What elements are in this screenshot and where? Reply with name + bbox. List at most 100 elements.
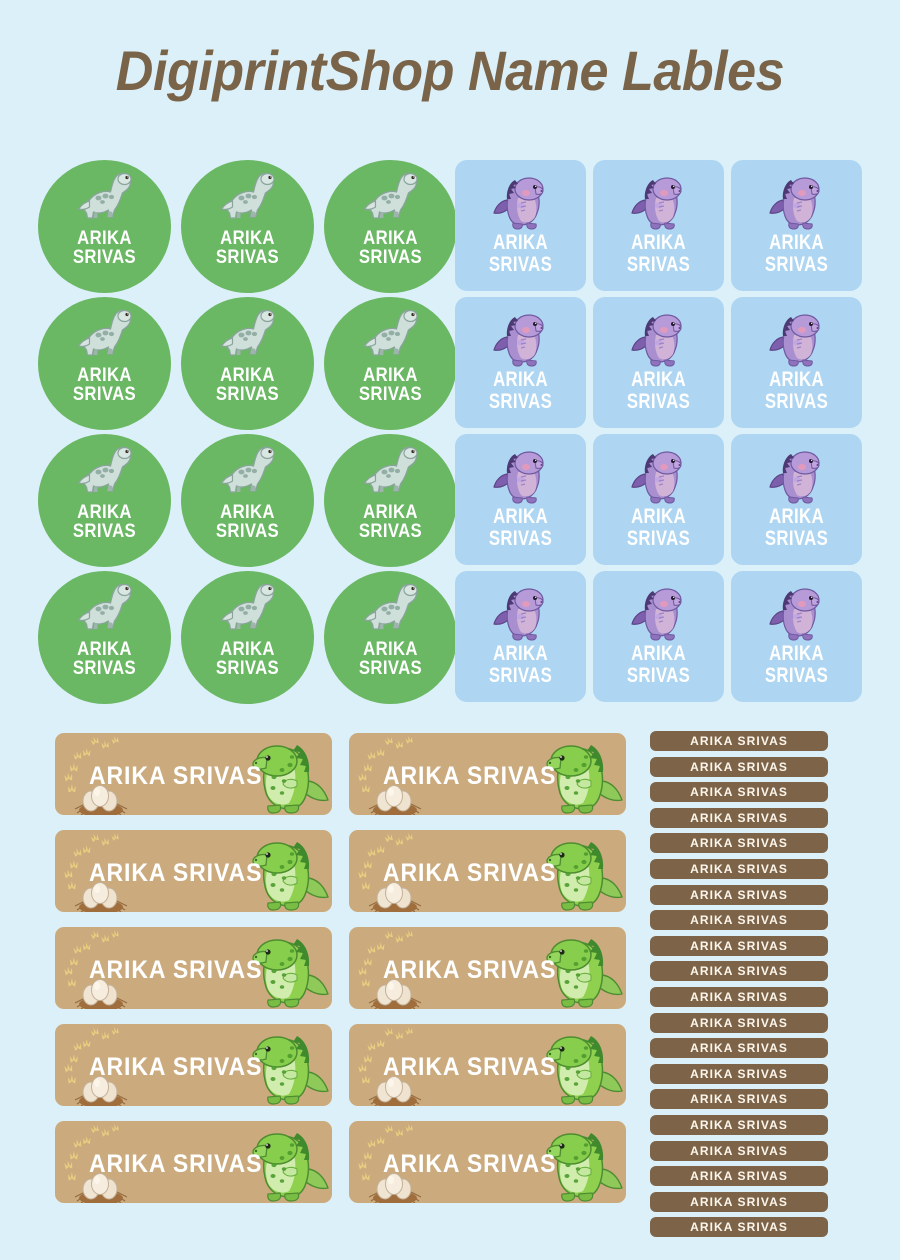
purple-trex-icon [492,305,549,369]
round-name-sticker[interactable]: ARIKA SRIVAS [38,160,171,293]
strip-name-label[interactable]: ARIKA SRIVAS [650,756,828,777]
brontosaurus-icon [219,443,281,501]
strip-name-label[interactable]: ARIKA SRIVAS [650,1063,828,1084]
strip-name-label[interactable]: ARIKA SRIVAS [650,1217,828,1238]
strip-name-text: ARIKA SRIVAS [690,1066,788,1081]
rectangle-name-label[interactable]: ARIKA SRIVAS [55,927,332,1009]
egg-nest-icon [367,973,423,1009]
round-name-sticker[interactable]: ARIKA SRIVAS [38,434,171,567]
green-trex-icon [538,737,624,815]
sticker-first-name: ARIKA [493,505,548,528]
strip-name-label[interactable]: ARIKA SRIVAS [650,961,828,982]
sticker-name-text: ARIKA SRIVAS [189,503,306,541]
square-name-sticker[interactable]: ARIKA SRIVAS [455,571,586,702]
rectangle-name-label[interactable]: ARIKA SRIVAS [55,830,332,912]
rectangle-name-label[interactable]: ARIKA SRIVAS [349,830,626,912]
round-name-sticker[interactable]: ARIKA SRIVAS [181,434,314,567]
strip-name-label[interactable]: ARIKA SRIVAS [650,858,828,879]
square-name-sticker[interactable]: ARIKA SRIVAS [731,434,862,565]
strip-name-label[interactable]: ARIKA SRIVAS [650,807,828,828]
square-name-sticker[interactable]: ARIKA SRIVAS [731,160,862,291]
sticker-first-name: ARIKA [363,228,418,249]
sticker-last-name: SRIVAS [626,253,691,276]
strip-name-text: ARIKA SRIVAS [690,836,788,851]
strip-name-label[interactable]: ARIKA SRIVAS [650,1089,828,1110]
round-name-sticker[interactable]: ARIKA SRIVAS [324,297,457,430]
green-trex-icon [538,1125,624,1203]
label-name-text: ARIKA SRIVAS [383,1053,557,1081]
sticker-name-text: ARIKA SRIVAS [332,503,449,541]
sticker-first-name: ARIKA [769,642,824,665]
square-name-sticker[interactable]: ARIKA SRIVAS [455,160,586,291]
strip-name-text: ARIKA SRIVAS [690,1015,788,1030]
strip-name-label[interactable]: ARIKA SRIVAS [650,1114,828,1135]
strip-name-label[interactable]: ARIKA SRIVAS [650,884,828,905]
label-name-text: ARIKA SRIVAS [383,1150,557,1178]
sticker-name-text: ARIKA SRIVAS [46,366,163,404]
square-name-sticker[interactable]: ARIKA SRIVAS [593,571,724,702]
sticker-first-name: ARIKA [769,505,824,528]
label-name-text: ARIKA SRIVAS [89,1053,263,1081]
purple-trex-icon [768,579,825,643]
round-name-sticker[interactable]: ARIKA SRIVAS [324,571,457,704]
sticker-name-text: ARIKA SRIVAS [606,232,711,276]
dino-footprints-icon [355,929,421,991]
round-name-sticker[interactable]: ARIKA SRIVAS [38,297,171,430]
sticker-first-name: ARIKA [493,368,548,391]
sticker-first-name: ARIKA [493,642,548,665]
rectangle-name-label[interactable]: ARIKA SRIVAS [349,733,626,815]
sticker-last-name: SRIVAS [72,247,137,268]
strip-name-label[interactable]: ARIKA SRIVAS [650,1166,828,1187]
strip-name-text: ARIKA SRIVAS [690,964,788,979]
rectangle-name-label[interactable]: ARIKA SRIVAS [55,733,332,815]
square-name-sticker[interactable]: ARIKA SRIVAS [593,434,724,565]
square-name-sticker[interactable]: ARIKA SRIVAS [731,297,862,428]
egg-nest-icon [73,876,129,912]
square-name-sticker[interactable]: ARIKA SRIVAS [731,571,862,702]
strip-name-text: ARIKA SRIVAS [690,989,788,1004]
square-name-sticker[interactable]: ARIKA SRIVAS [455,297,586,428]
square-name-sticker[interactable]: ARIKA SRIVAS [593,160,724,291]
dino-footprints-icon [61,832,127,894]
strip-name-label[interactable]: ARIKA SRIVAS [650,1012,828,1033]
strip-name-text: ARIKA SRIVAS [690,913,788,928]
sticker-last-name: SRIVAS [358,521,423,542]
sticker-name-text: ARIKA SRIVAS [46,640,163,678]
brontosaurus-icon [76,306,138,364]
strip-name-label[interactable]: ARIKA SRIVAS [650,1140,828,1161]
sticker-last-name: SRIVAS [215,384,280,405]
sticker-last-name: SRIVAS [764,527,829,550]
rectangle-name-label[interactable]: ARIKA SRIVAS [55,1024,332,1106]
round-name-sticker[interactable]: ARIKA SRIVAS [181,297,314,430]
green-trex-icon [244,931,330,1009]
sticker-name-text: ARIKA SRIVAS [189,640,306,678]
strip-name-text: ARIKA SRIVAS [690,734,788,748]
strip-name-label[interactable]: ARIKA SRIVAS [650,910,828,931]
strip-name-label[interactable]: ARIKA SRIVAS [650,1191,828,1212]
sticker-first-name: ARIKA [631,368,686,391]
strip-name-label[interactable]: ARIKA SRIVAS [650,782,828,803]
strip-name-label[interactable]: ARIKA SRIVAS [650,731,828,751]
purple-trex-icon [630,579,687,643]
sticker-last-name: SRIVAS [215,658,280,679]
strip-name-label[interactable]: ARIKA SRIVAS [650,1038,828,1059]
rectangle-name-label[interactable]: ARIKA SRIVAS [349,1024,626,1106]
strip-name-label[interactable]: ARIKA SRIVAS [650,935,828,956]
round-name-sticker[interactable]: ARIKA SRIVAS [181,571,314,704]
rectangle-name-label[interactable]: ARIKA SRIVAS [55,1121,332,1203]
strip-name-label[interactable]: ARIKA SRIVAS [650,986,828,1007]
strip-name-label[interactable]: ARIKA SRIVAS [650,833,828,854]
sticker-first-name: ARIKA [631,642,686,665]
square-name-sticker[interactable]: ARIKA SRIVAS [455,434,586,565]
round-name-sticker[interactable]: ARIKA SRIVAS [38,571,171,704]
round-name-sticker[interactable]: ARIKA SRIVAS [324,434,457,567]
green-trex-icon [244,737,330,815]
round-name-sticker[interactable]: ARIKA SRIVAS [181,160,314,293]
sticker-first-name: ARIKA [631,505,686,528]
rectangle-name-label[interactable]: ARIKA SRIVAS [349,1121,626,1203]
rectangle-name-label[interactable]: ARIKA SRIVAS [349,927,626,1009]
sticker-name-text: ARIKA SRIVAS [744,506,849,550]
round-name-sticker[interactable]: ARIKA SRIVAS [324,160,457,293]
sticker-name-text: ARIKA SRIVAS [744,643,849,687]
square-name-sticker[interactable]: ARIKA SRIVAS [593,297,724,428]
